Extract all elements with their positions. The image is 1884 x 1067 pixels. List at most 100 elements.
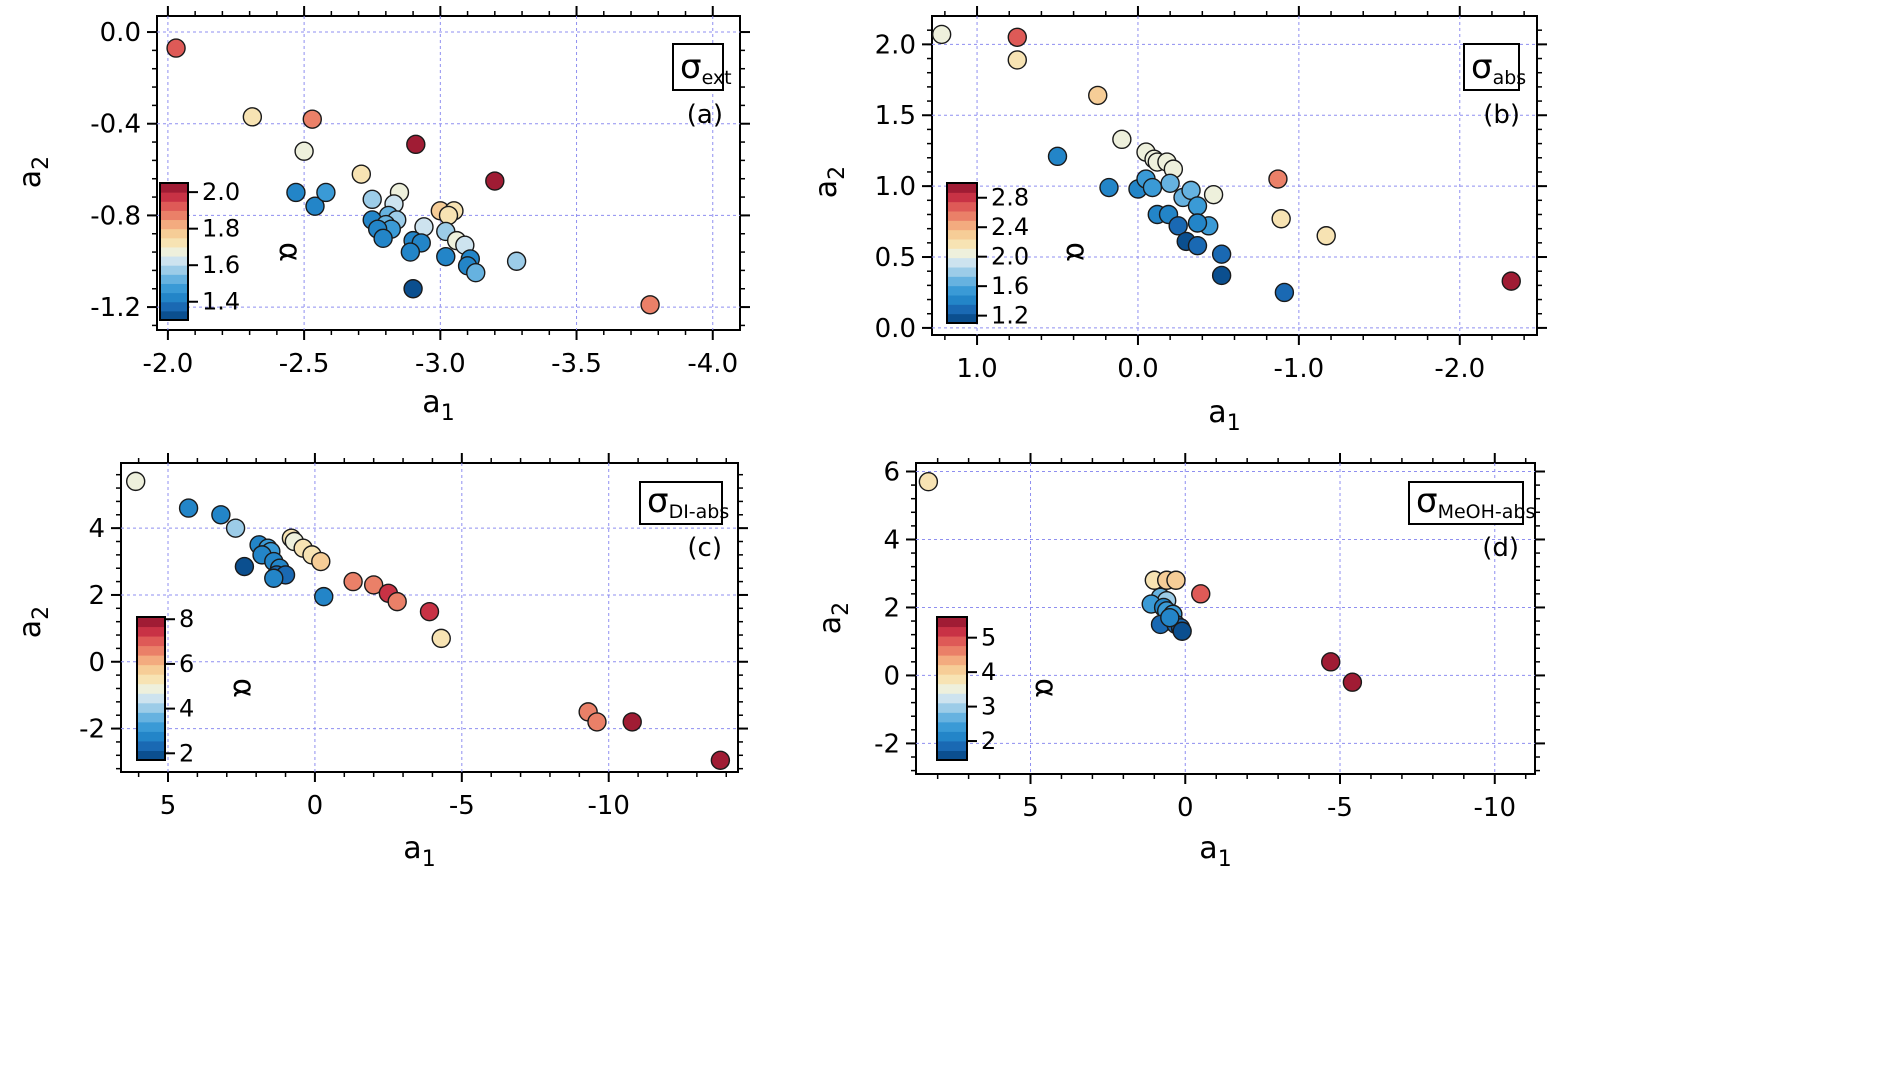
panel-tag: (c) (687, 533, 722, 563)
data-point (1112, 129, 1132, 150)
data-point (640, 295, 660, 315)
x-axis-label: a1 (1199, 831, 1231, 872)
data-point (419, 601, 440, 622)
colorbar-segment (160, 201, 188, 211)
legend-subscript: ext (702, 67, 732, 89)
colorbar-segment (137, 721, 165, 732)
y-axis-label: a2 (13, 606, 54, 638)
colorbar-tick-label: 2.0 (991, 243, 1029, 271)
x-tick-label: -2.0 (1434, 354, 1485, 384)
colorbar-segment (937, 626, 967, 637)
colorbar-segment (160, 283, 188, 294)
colorbar-segment (137, 731, 165, 742)
colorbar-tick-label: 2.8 (991, 184, 1029, 212)
legend-box (1463, 43, 1520, 91)
data-point (362, 189, 382, 210)
colorbar-segment (137, 674, 165, 685)
x-tick-label: -5 (1327, 793, 1353, 823)
data-point (1166, 570, 1186, 590)
colorbar-segment (137, 636, 165, 647)
colorbar-segment (937, 655, 967, 666)
legend-title: σMeOH-abs (1416, 481, 1535, 523)
legend-sigma: σ (1471, 47, 1493, 87)
legend-box (1408, 481, 1524, 525)
y-axis-label-sub: 2 (29, 156, 54, 170)
colorbar-segment (937, 674, 967, 685)
data-point (403, 279, 423, 299)
x-axis-label-main: a (422, 385, 440, 420)
legend-box (639, 481, 723, 525)
colorbar-segment (137, 664, 165, 675)
data-point (178, 498, 199, 518)
colorbar-tick-label: 2 (981, 727, 996, 755)
colorbar-segment (160, 228, 188, 239)
data-point (225, 518, 246, 538)
x-axis-label: a1 (403, 831, 435, 872)
colorbar-tick-label: 1.6 (991, 272, 1029, 300)
data-point (485, 171, 505, 191)
panel-a: -2.0 -2.5 -3.0 -3.5 -4.0 0.0 -0.4 -0.8 -1.2 1.4 1.… (13, 6, 750, 426)
colorbar-segment (947, 257, 977, 268)
data-point (1142, 177, 1163, 198)
data-point (343, 571, 363, 592)
colorbar-segment (137, 693, 165, 704)
panel-tag: (b) (1483, 100, 1520, 130)
colorbar-segment (947, 220, 977, 231)
colorbar-tick-label: 2.0 (202, 178, 240, 206)
colorbar-segment (947, 276, 977, 287)
data-point (316, 182, 336, 203)
y-axis-label: a2 (809, 166, 850, 198)
y-tick-label: 2.0 (875, 30, 916, 60)
colorbar-tick-label: 2.4 (991, 213, 1029, 241)
y-tick-label: -1.2 (90, 293, 141, 323)
colorbar-segment (937, 750, 967, 761)
colorbar-segment (947, 229, 977, 240)
y-tick-label: 4 (883, 525, 900, 555)
colorbar-label: α (272, 242, 307, 262)
data-point (211, 505, 231, 525)
x-tick-label: -4.0 (687, 349, 738, 379)
y-tick-label: 0.0 (100, 18, 141, 48)
x-tick-label: -1.0 (1273, 354, 1324, 384)
data-point (431, 628, 451, 649)
colorbar-segment (137, 617, 165, 628)
colorbar-segment (137, 655, 165, 666)
colorbar-segment (937, 731, 967, 742)
colorbar-segment (937, 721, 967, 732)
y-axis-label: a2 (813, 602, 854, 634)
colorbar-segment (937, 683, 967, 694)
legend-subscript: DI-abs (669, 501, 730, 523)
colorbar-segment (160, 246, 188, 257)
colorbar-segment (160, 274, 188, 284)
colorbar-segment (947, 192, 977, 203)
colorbar-frame (136, 616, 166, 761)
y-tick-label: 4 (88, 514, 105, 544)
data-point (314, 586, 334, 607)
data-point (1271, 209, 1291, 229)
colorbar-segment (947, 285, 977, 296)
colorbar-segment (160, 310, 188, 321)
legend-sigma: σ (1416, 481, 1438, 521)
colorbar-segment (947, 248, 977, 259)
colorbar-segment (160, 292, 188, 303)
data-point (931, 24, 952, 45)
data-point (1274, 282, 1295, 303)
x-axis-label-sub: 1 (422, 847, 436, 872)
colorbar-segment (160, 219, 188, 230)
data-point (125, 471, 146, 492)
colorbar-segment (947, 239, 977, 249)
y-tick-label: 2 (883, 593, 900, 623)
x-tick-label: -3.5 (551, 349, 602, 379)
y-tick-label: -0.4 (90, 110, 141, 140)
colorbar-tick-label: 1.8 (202, 215, 240, 243)
colorbar-segment (937, 636, 967, 647)
data-point (918, 471, 939, 492)
data-point (1007, 27, 1027, 47)
data-point (1160, 607, 1180, 628)
y-tick-label: -2 (874, 729, 900, 759)
data-point (1047, 146, 1068, 167)
y-tick-label: -0.8 (90, 201, 141, 231)
x-tick-label: 0.0 (1117, 354, 1158, 384)
